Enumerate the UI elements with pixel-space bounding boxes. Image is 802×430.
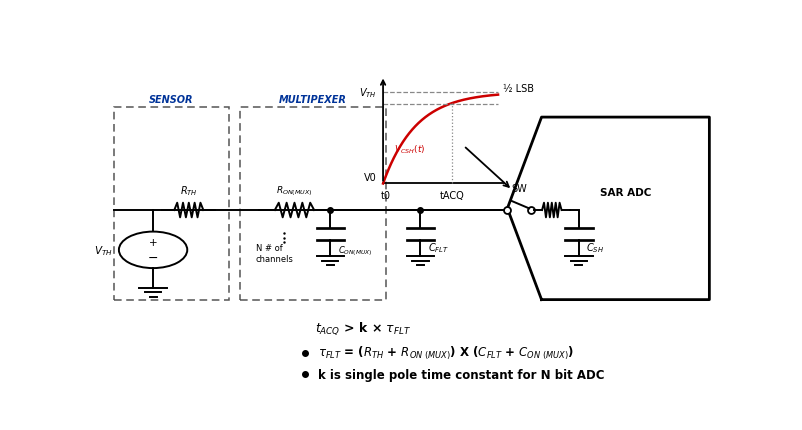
Text: $R_{TH}$: $R_{TH}$ <box>180 184 198 197</box>
Text: $C_{FLT}$: $C_{FLT}$ <box>427 240 449 254</box>
Text: SW: SW <box>512 184 527 194</box>
Text: MULTIPEXER: MULTIPEXER <box>279 95 347 104</box>
Text: SENSOR: SENSOR <box>149 95 193 104</box>
Text: $V_{CSH}(t)$: $V_{CSH}(t)$ <box>395 143 426 156</box>
Text: $t_{ACQ}$ > k × $\tau_{FLT}$: $t_{ACQ}$ > k × $\tau_{FLT}$ <box>314 320 411 336</box>
Text: $\tau_{FLT}$ = ($R_{TH}$ + $R_{ON\ (MUX)}$) X ($C_{FLT}$ + $C_{ON\ (MUX)}$): $\tau_{FLT}$ = ($R_{TH}$ + $R_{ON\ (MUX)… <box>318 344 574 362</box>
Text: $C_{ON (MUX)}$: $C_{ON (MUX)}$ <box>338 244 372 258</box>
Text: SAR ADC: SAR ADC <box>600 187 651 197</box>
Text: N # of
channels: N # of channels <box>256 244 294 263</box>
Text: $V_{TH}$: $V_{TH}$ <box>94 243 112 257</box>
Text: k is single pole time constant for N bit ADC: k is single pole time constant for N bit… <box>318 368 604 381</box>
Text: +: + <box>148 238 157 248</box>
Text: $R_{ON (MUX)}$: $R_{ON (MUX)}$ <box>276 184 313 197</box>
Text: −: − <box>148 252 158 264</box>
Bar <box>240 108 387 300</box>
Text: tACQ: tACQ <box>439 190 464 201</box>
Text: $C_{SH}$: $C_{SH}$ <box>586 240 605 254</box>
Text: t0: t0 <box>381 190 391 201</box>
Text: V0: V0 <box>364 172 377 182</box>
Text: $V_{TH}$: $V_{TH}$ <box>359 86 377 99</box>
Text: ½ LSB: ½ LSB <box>503 84 534 94</box>
Bar <box>114 108 229 300</box>
